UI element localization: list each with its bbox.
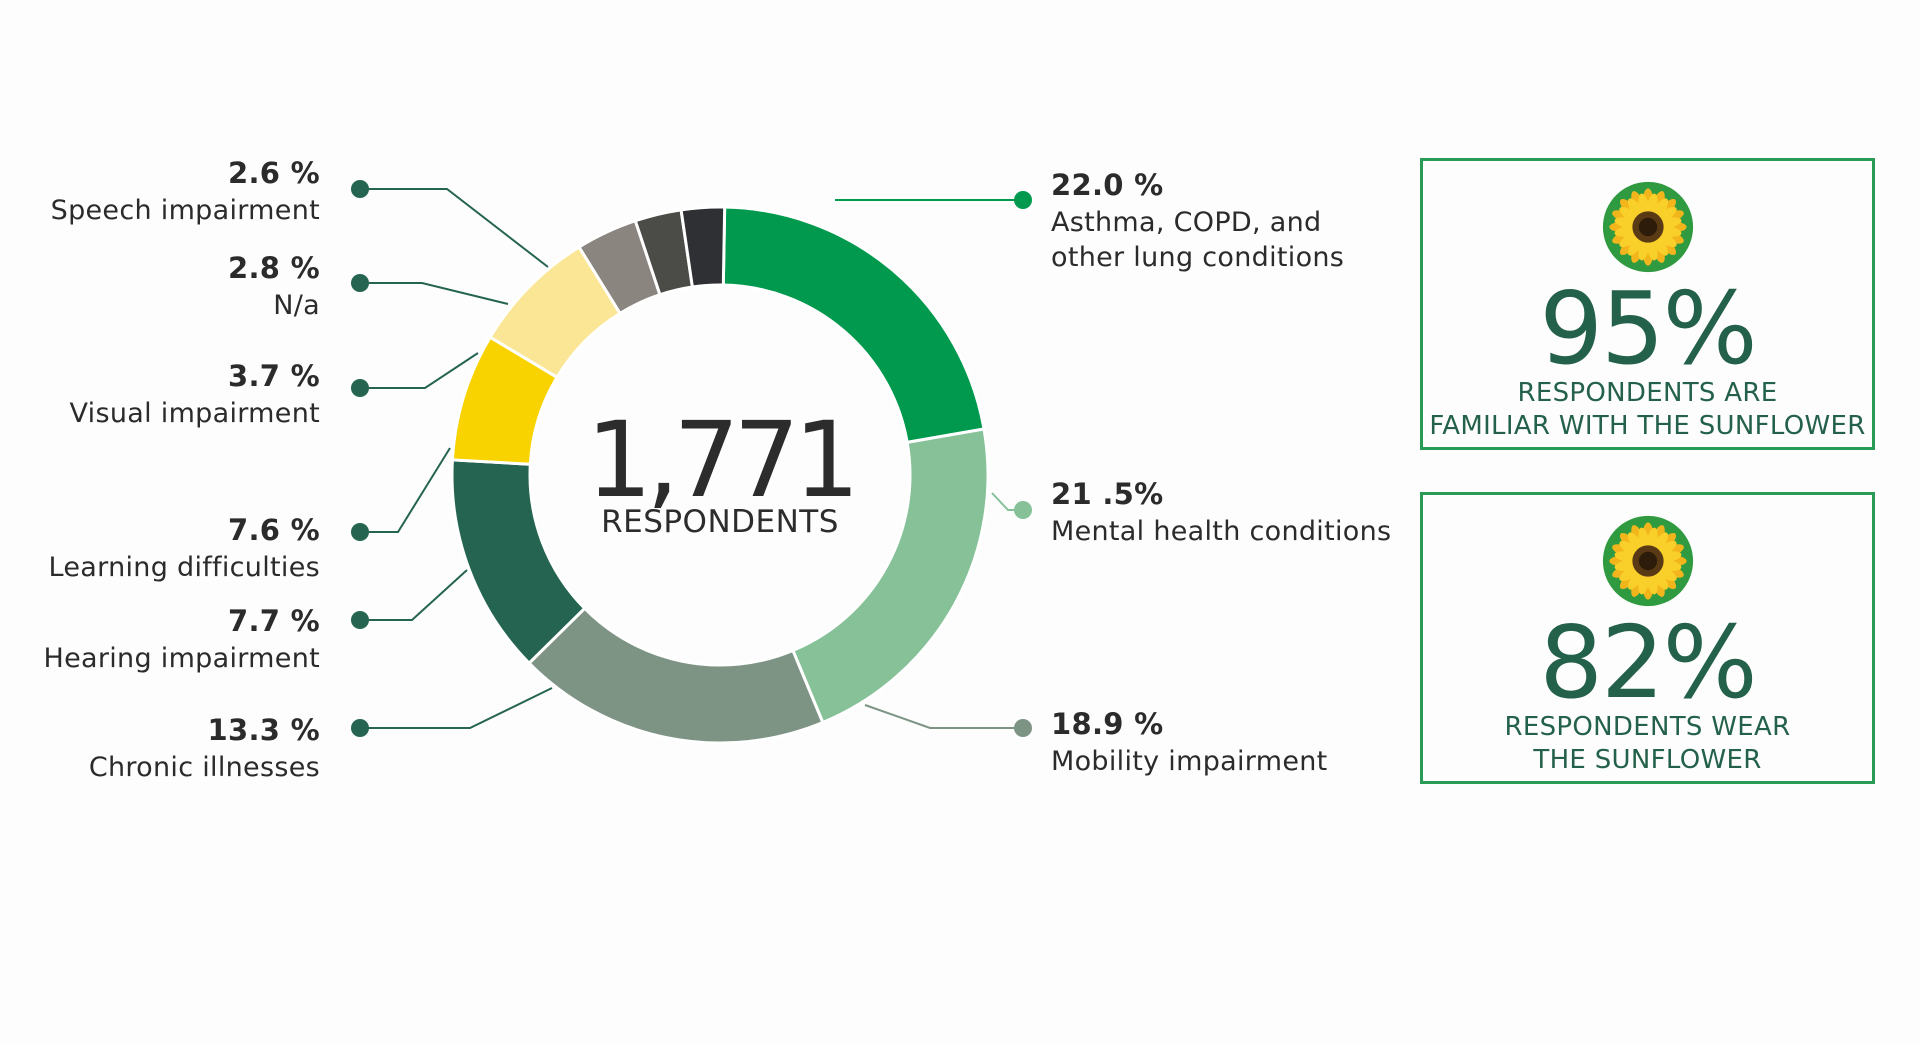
donut-slice-asthma-copd-and-other-lung-conditions [721, 205, 986, 445]
visual-pct: 3.7 % [227, 359, 320, 393]
hearing-name: Hearing impairment [43, 642, 320, 674]
leader-asthma-dot [1014, 191, 1032, 209]
chronic-name: Chronic illnesses [88, 751, 320, 783]
sunflower-icon [1602, 515, 1694, 607]
respondents-caption: RESPONDENTS [601, 504, 839, 540]
leader-mobility [864, 704, 1023, 729]
label-chronic: 13.3 % Chronic illnesses [89, 712, 320, 785]
stat-wear-line1: RESPONDENTS WEAR [1504, 712, 1791, 742]
leader-chronic-dot [351, 719, 369, 737]
hearing-pct: 7.7 % [227, 604, 320, 638]
stat-box-familiar: 95% RESPONDENTS ARE FAMILIAR WITH THE SU… [1420, 158, 1875, 450]
leader-lines [351, 180, 1032, 737]
leader-visual [360, 352, 479, 389]
label-mental: 21 .5% Mental health conditions [1051, 476, 1391, 549]
leader-hearing [360, 569, 468, 621]
label-mobility: 18.9 % Mobility impairment [1051, 706, 1328, 779]
sunflower-icon [1602, 181, 1694, 273]
mental-pct: 21 .5% [1051, 477, 1164, 511]
leader-speech [360, 188, 549, 268]
na-pct: 2.8 % [227, 251, 320, 285]
leader-learning-dot [351, 523, 369, 541]
donut-slice-mobility-impairment [527, 606, 825, 745]
label-speech: 2.6 % Speech impairment [51, 155, 320, 228]
stat-familiar-line1: RESPONDENTS ARE [1517, 378, 1778, 408]
mobility-name: Mobility impairment [1051, 745, 1328, 777]
stat-box-wear: 82% RESPONDENTS WEAR THE SUNFLOWER [1420, 492, 1875, 784]
label-na: 2.8 % N/a [228, 250, 320, 323]
asthma-pct: 22.0 % [1051, 168, 1164, 202]
stat-familiar-line2: FAMILIAR WITH THE SUNFLOWER [1429, 410, 1866, 441]
learning-pct: 7.6 % [227, 513, 320, 547]
leader-na-dot [351, 274, 369, 292]
donut-slice-speech-impairment [679, 205, 727, 289]
donut-slices [450, 205, 990, 745]
leader-mobility-dot [1014, 719, 1032, 737]
na-name: N/a [273, 289, 320, 321]
stat-familiar-value: 95% [1539, 270, 1757, 387]
label-hearing: 7.7 % Hearing impairment [43, 603, 320, 676]
asthma-name-line1: Asthma, COPD, and [1051, 206, 1322, 238]
mental-name: Mental health conditions [1051, 515, 1392, 547]
respondents-count: 1,771 [586, 399, 860, 521]
leader-mental-dot [1014, 501, 1032, 519]
label-learning: 7.6 % Learning difficulties [49, 512, 320, 585]
chronic-pct: 13.3 % [207, 713, 320, 747]
label-asthma: 22.0 % Asthma, COPD, and other lung cond… [1051, 167, 1344, 275]
speech-pct: 2.6 % [227, 156, 320, 190]
label-visual: 3.7 % Visual impairment [69, 358, 320, 431]
mobility-pct: 18.9 % [1051, 707, 1164, 741]
leader-hearing-dot [351, 611, 369, 629]
stat-familiar-caption: RESPONDENTS ARE FAMILIAR WITH THE SUNFLO… [1423, 377, 1872, 442]
leader-learning [360, 447, 451, 533]
stat-wear-caption: RESPONDENTS WEAR THE SUNFLOWER [1423, 711, 1872, 776]
stat-wear-line2: THE SUNFLOWER [1533, 744, 1762, 775]
visual-name: Visual impairment [69, 397, 320, 429]
leader-chronic [360, 687, 553, 729]
asthma-name-line2: other lung conditions [1051, 241, 1345, 273]
leader-visual-dot [351, 379, 369, 397]
leader-speech-dot [351, 180, 369, 198]
learning-name: Learning difficulties [48, 551, 320, 583]
stat-wear-value: 82% [1539, 604, 1757, 721]
speech-name: Speech impairment [50, 194, 320, 226]
leader-na [360, 282, 509, 305]
